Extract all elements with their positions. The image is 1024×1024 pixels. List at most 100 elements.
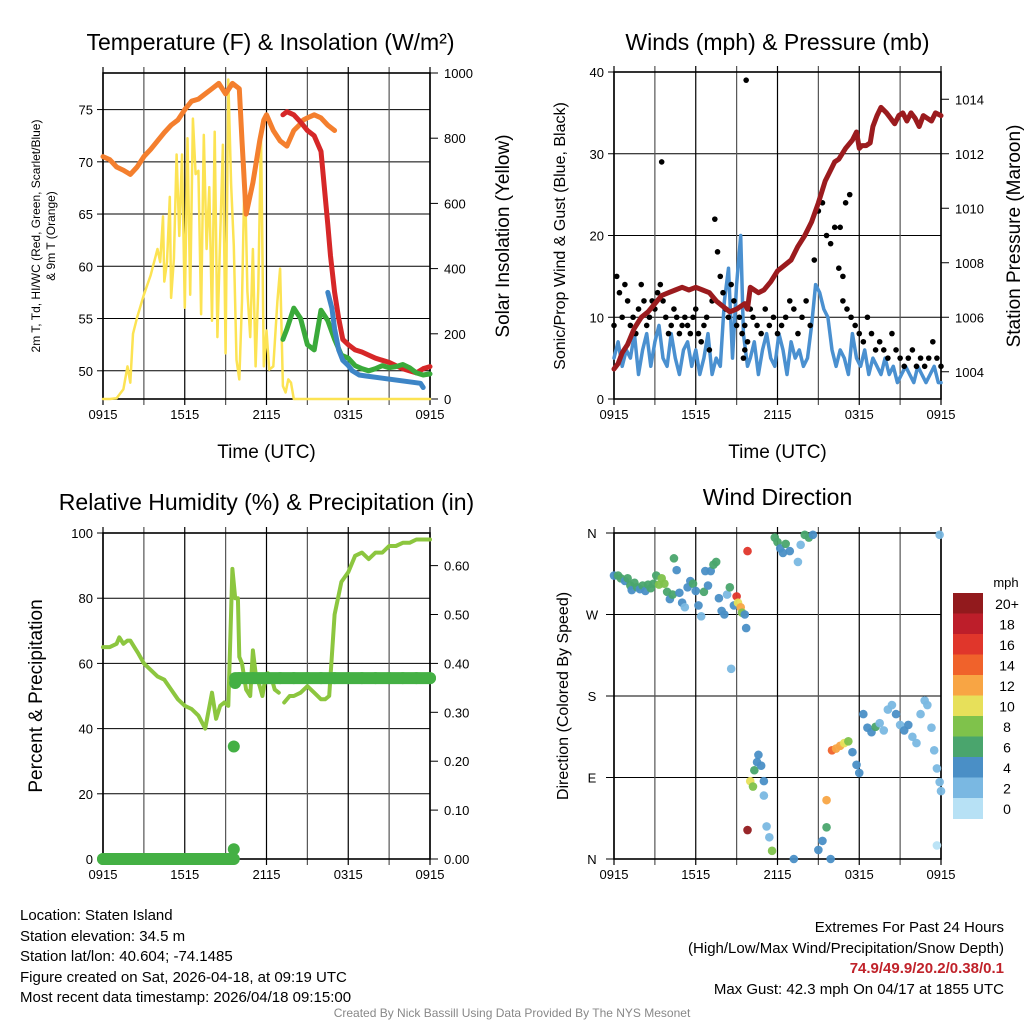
gust-dot [695, 330, 702, 337]
gust-dot [893, 347, 899, 353]
gust-dot [770, 314, 777, 321]
direction-point [818, 836, 827, 846]
direction-point [916, 709, 925, 719]
gust-dot [641, 298, 647, 304]
gust-dot [692, 306, 699, 312]
colorbar-swatch [953, 613, 983, 635]
gust-dot [671, 306, 677, 312]
gust-dot [638, 281, 645, 288]
gust-dot [934, 355, 940, 361]
direction-point [879, 726, 889, 735]
precip-dot [274, 672, 287, 685]
gust-dot [791, 306, 797, 312]
direction-point [814, 845, 823, 855]
extremes-info: Extremes For Past 24 Hours (High/Low/Max… [688, 918, 1004, 1000]
gust-dot [646, 314, 653, 321]
y2-tick-label: 800 [444, 131, 466, 146]
precip-dot [165, 853, 178, 865]
gust-dot [622, 281, 628, 288]
direction-point [623, 573, 632, 583]
direction-point [762, 822, 771, 831]
colorbar-swatch [953, 675, 983, 696]
precip-dot [192, 853, 205, 865]
direction-point [767, 846, 777, 856]
gust-dot [872, 347, 879, 353]
recent-timestamp-text: Most recent data timestamp: 2026/04/18 0… [20, 989, 352, 1006]
gust-dot [736, 314, 743, 321]
y2-tick-label: 0.60 [444, 559, 469, 574]
precip-dot [369, 672, 382, 685]
direction-point [852, 760, 861, 770]
y2-tick-label: 1000 [444, 66, 473, 81]
y-tick-label: 70 [79, 155, 93, 170]
x-tick-label: 0915 [416, 867, 445, 882]
direction-point [822, 795, 831, 805]
direction-point [668, 590, 677, 599]
plot-frame [613, 71, 942, 400]
precip-dot [227, 843, 240, 856]
gust-dot [744, 338, 751, 345]
colorbar-label: 8 [1003, 719, 1011, 735]
gust-dot [827, 240, 834, 247]
gust-dot [758, 330, 764, 337]
x-tick-label: 0915 [89, 407, 118, 422]
gust-dot [728, 281, 734, 288]
gust-dot [799, 314, 805, 321]
created-text: Figure created on Sat, 2026-04-18, at 09… [20, 968, 347, 986]
gust-dot [673, 314, 680, 321]
direction-point [822, 823, 831, 832]
gust-dot [703, 314, 710, 321]
direction-point [891, 709, 901, 719]
colorbar-label: 16 [999, 637, 1015, 653]
x-axis-label: Time (UTC) [728, 442, 827, 463]
x-tick-label: 0315 [845, 867, 874, 882]
chart-title: Winds (mph) & Pressure (mb) [625, 29, 929, 55]
gust-dot [836, 265, 842, 272]
gust-dot [846, 191, 853, 198]
gust-dot [848, 314, 854, 321]
precip-dot [233, 672, 246, 685]
y2-tick-label: 1008 [955, 256, 984, 271]
y2-tick-label: 0.30 [444, 705, 469, 720]
direction-point [936, 786, 946, 796]
temperature-panel: 50 55 60 65 70 75 0 200 400 600 800 1000 0915 1515 211… [29, 29, 514, 463]
direction-point [759, 776, 769, 786]
gust-dot [679, 322, 685, 329]
y2-tick-label: 1014 [955, 92, 984, 107]
gust-dot [701, 322, 707, 329]
gust-dot [698, 338, 704, 345]
direction-point [826, 854, 835, 864]
direction-point [904, 720, 913, 730]
latlon-text: Station lat/lon: 40.604; -74.1485 [20, 948, 233, 965]
precip-dot [396, 672, 409, 685]
gust-dot [687, 330, 694, 337]
gust-dot [860, 338, 867, 345]
gust-dot [665, 330, 672, 337]
y2-tick-label: 400 [444, 262, 466, 277]
y-tick-label: E [588, 771, 597, 786]
colorbar-swatch [953, 777, 983, 799]
gust-dot [630, 314, 636, 321]
x-tick-label: 0915 [600, 867, 629, 882]
direction-point [929, 746, 939, 755]
x-tick-label: 0915 [600, 407, 629, 422]
y2-tick-label: 0.00 [444, 852, 469, 867]
direction-point [854, 768, 864, 778]
gust-dot [733, 322, 740, 329]
temperature-line-2m-t [280, 109, 433, 376]
x-axis-label: Time (UTC) [217, 442, 316, 463]
y-tick-label: 20 [79, 787, 93, 802]
colorbar-label: 4 [1003, 760, 1011, 776]
gust-dot [897, 355, 903, 361]
direction-point [859, 709, 868, 719]
gust-dot [856, 330, 863, 337]
max-gust-text: Max Gust: 42.3 mph On 04/17 at 1855 UTC [713, 980, 1004, 998]
direction-point [756, 761, 766, 771]
gust-dot [616, 289, 623, 296]
precip-dot [227, 740, 240, 753]
gust-dot [706, 347, 713, 353]
direction-point [740, 610, 750, 619]
gust-dot [624, 298, 631, 304]
temperature-line-td [280, 305, 433, 378]
